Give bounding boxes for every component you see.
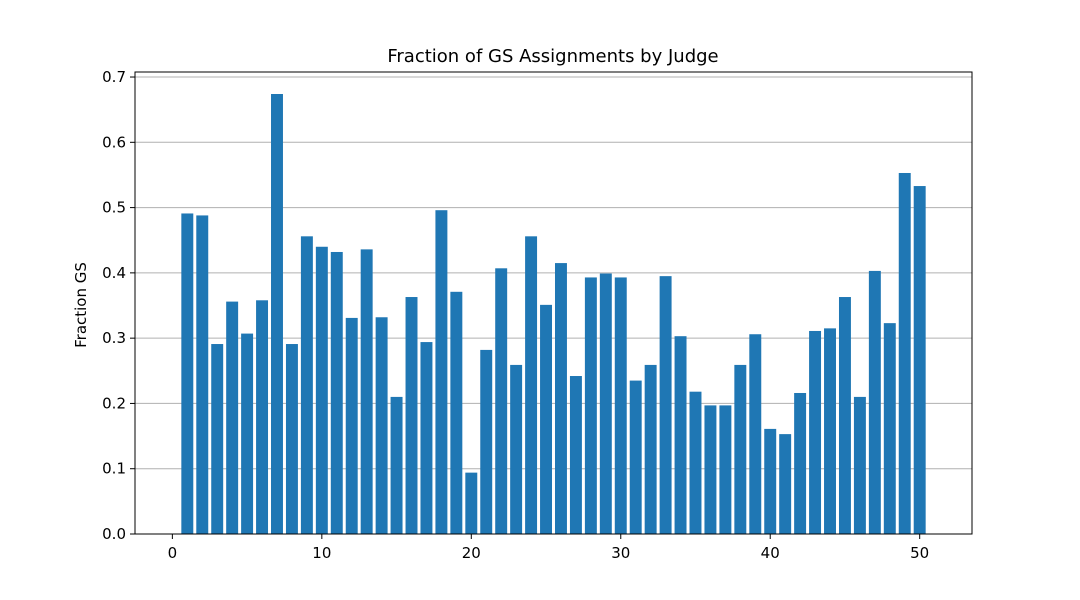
bar — [689, 391, 702, 534]
bar — [554, 263, 567, 534]
bar — [271, 94, 283, 534]
y-tick-label: 0.6 — [102, 133, 126, 151]
y-tick-label: 0.2 — [102, 394, 126, 412]
plot-frame — [134, 71, 973, 535]
y-tick-label: 0.0 — [102, 525, 126, 543]
bar — [315, 246, 328, 534]
y-axis-label: Fraction GS — [72, 262, 90, 348]
bar — [196, 215, 209, 535]
bar — [540, 304, 553, 534]
bar — [390, 396, 403, 534]
bar — [181, 213, 194, 534]
bar — [868, 270, 881, 534]
bar — [824, 328, 836, 534]
bar — [883, 323, 896, 534]
bar — [375, 317, 388, 534]
bar — [226, 301, 239, 534]
bar — [719, 405, 732, 534]
bar — [764, 428, 777, 534]
bar — [674, 336, 687, 534]
bar — [584, 277, 597, 534]
bar — [599, 273, 612, 534]
y-tick-label: 0.5 — [102, 199, 126, 217]
bar — [659, 276, 672, 534]
bar — [211, 344, 224, 534]
bar — [704, 405, 717, 534]
bar — [330, 251, 343, 535]
y-tick-label: 0.4 — [102, 264, 126, 282]
bar — [256, 300, 269, 534]
bar — [644, 364, 657, 534]
bar — [345, 317, 358, 534]
bar — [480, 349, 493, 534]
bar — [629, 380, 642, 534]
bar — [285, 344, 298, 534]
bar — [300, 236, 313, 534]
bar — [734, 364, 747, 534]
bar — [450, 291, 463, 534]
x-tick-label: 0 — [168, 544, 178, 562]
bar — [809, 330, 822, 534]
bars — [181, 94, 926, 535]
y-tick-label: 0.7 — [102, 68, 126, 86]
bar — [435, 210, 448, 534]
bar — [420, 342, 433, 534]
bar — [779, 434, 792, 534]
bar — [405, 297, 418, 534]
x-tick-label: 50 — [910, 544, 929, 562]
bar — [898, 172, 911, 535]
x-tick-label: 40 — [761, 544, 780, 562]
axes: 0.0 0.1 0.2 0.3 0.4 0.5 0.6 0.7 0 10 20 30 40 50 — [102, 68, 973, 562]
bar — [360, 249, 373, 535]
y-tick-label: 0.1 — [102, 460, 126, 478]
bar — [614, 277, 627, 534]
bar — [838, 297, 851, 534]
bar — [465, 472, 478, 534]
bar — [749, 334, 762, 534]
bar — [853, 396, 866, 534]
bar — [495, 268, 508, 534]
bar — [794, 392, 807, 534]
bar — [913, 186, 926, 534]
bar — [525, 236, 538, 534]
x-tick-label: 10 — [312, 544, 331, 562]
bar — [241, 333, 254, 534]
chart-title: Fraction of GS Assignments by Judge — [387, 46, 718, 67]
x-tick-label: 20 — [462, 544, 481, 562]
bar — [510, 364, 523, 534]
bar — [569, 376, 582, 534]
y-tick-label: 0.3 — [102, 329, 126, 347]
x-tick-label: 30 — [611, 544, 630, 562]
